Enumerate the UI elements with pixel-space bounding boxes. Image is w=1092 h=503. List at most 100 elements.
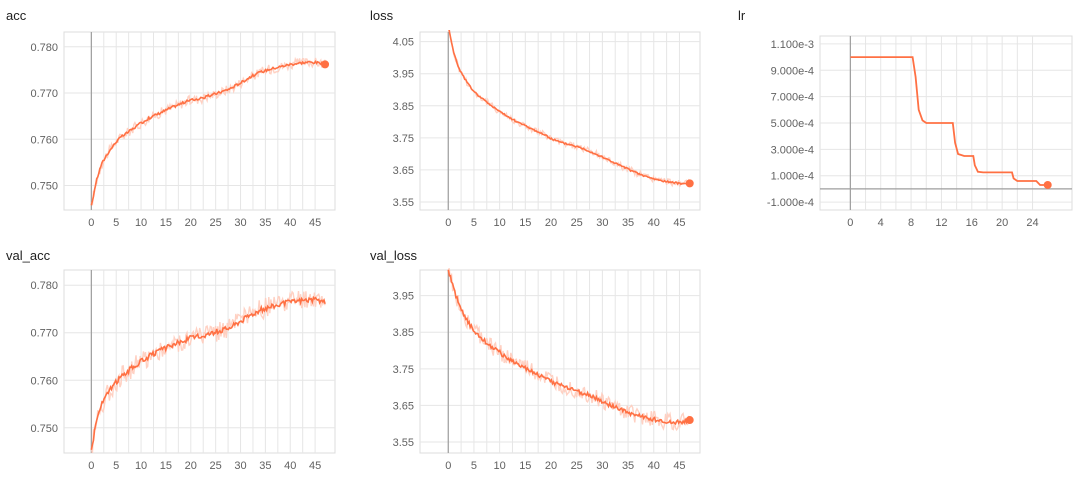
- chart-svg: 0 5 10 15 20 25 30 35 40 45 3.55 3.65 3.75 3.85 3.95: [393, 268, 701, 472]
- plot-frame: [63, 269, 336, 454]
- x-tick-label: 40: [284, 460, 296, 472]
- x-tick-label: 5: [113, 217, 119, 229]
- y-tick-label: 7.000e-4: [771, 92, 814, 104]
- x-tick-label: 0: [847, 217, 853, 229]
- y-tick-label: 0.770: [30, 328, 58, 340]
- x-tick-label: 35: [622, 217, 634, 229]
- y-tick-label: 0.760: [30, 134, 58, 146]
- y-tick-label: 3.75: [393, 364, 414, 376]
- plot-frame: [419, 31, 701, 211]
- chart-acc: acc 0 5 10 15 20 25 30 35 40 45 0.750 0.760 0.770 0.7…: [0, 0, 345, 240]
- chart-title: val_loss: [370, 248, 417, 263]
- x-tick-label: 4: [878, 217, 884, 229]
- x-tick-label: 5: [471, 217, 477, 229]
- x-tick-label: 30: [596, 217, 608, 229]
- y-tick-label: 3.55: [393, 437, 414, 449]
- y-tick-label: 1.100e-3: [771, 39, 814, 51]
- chart-svg: 0 5 10 15 20 25 30 35 40 45 0.750 0.760 0.770 0.780: [30, 31, 336, 229]
- plot-frame: [419, 269, 701, 454]
- y-tick-label: 1.000e-4: [771, 171, 814, 183]
- x-tick-label: 20: [545, 460, 557, 472]
- x-tick-label: 10: [494, 460, 506, 472]
- x-tick-label: 30: [596, 460, 608, 472]
- x-tick-label: 25: [571, 460, 583, 472]
- smoothed-series-line: [448, 30, 691, 186]
- smoothed-series-line: [90, 59, 326, 206]
- y-tick-label: 9.000e-4: [771, 65, 814, 77]
- x-tick-label: 5: [471, 460, 477, 472]
- y-tick-label: 0.750: [30, 423, 58, 435]
- x-tick-label: 10: [135, 217, 147, 229]
- y-tick-label: 4.05: [393, 37, 414, 49]
- x-tick-label: 35: [622, 460, 634, 472]
- y-tick-label: 3.85: [393, 327, 414, 339]
- y-tick-label: 3.85: [393, 101, 414, 113]
- y-tick-label: 3.55: [393, 197, 414, 209]
- x-tick-label: 30: [234, 460, 246, 472]
- series-end-marker: [321, 60, 330, 69]
- series-group: [448, 30, 691, 188]
- x-tick-label: 15: [160, 217, 172, 229]
- x-tick-label: 0: [445, 217, 451, 229]
- chart-lr: lr 0 4 8 12 16 20 24 -1.000e-4 1.000e-4 3.000e-4 5…: [730, 0, 1075, 240]
- y-tick-label: 5.000e-4: [771, 118, 814, 130]
- chart-title: val_acc: [6, 248, 51, 263]
- smoothed-series-line: [447, 269, 691, 426]
- y-tick-label: 0.780: [30, 280, 58, 292]
- x-tick-label: 0: [88, 217, 94, 229]
- chart-svg: 0 4 8 12 16 20 24 -1.000e-4 1.000e-4 3.000e-4 5.00…: [767, 35, 1073, 229]
- x-tick-label: 45: [673, 460, 685, 472]
- x-tick-label: 25: [210, 460, 222, 472]
- x-tick-label: 30: [234, 217, 246, 229]
- x-tick-label: 35: [259, 460, 271, 472]
- series-end-marker: [685, 179, 694, 188]
- x-tick-label: 16: [966, 217, 978, 229]
- x-tick-label: 10: [135, 460, 147, 472]
- y-tick-label: 3.65: [393, 400, 414, 412]
- smoothed-series-line: [90, 295, 326, 450]
- series-group: [850, 56, 1048, 186]
- x-tick-label: 20: [545, 217, 557, 229]
- y-tick-label: -1.000e-4: [767, 197, 814, 209]
- x-tick-label: 40: [648, 217, 660, 229]
- y-tick-label: 3.75: [393, 133, 414, 145]
- x-tick-label: 20: [185, 460, 197, 472]
- y-tick-label: 0.760: [30, 375, 58, 387]
- x-tick-label: 24: [1026, 217, 1038, 229]
- series-line: [850, 56, 1048, 186]
- chart-svg: 0 5 10 15 20 25 30 35 40 45 3.55 3.65 3.75 3.85 3.95 4.…: [393, 30, 701, 229]
- x-tick-label: 45: [309, 460, 321, 472]
- x-tick-label: 35: [259, 217, 271, 229]
- chart-title: acc: [6, 8, 27, 23]
- chart-svg: 0 5 10 15 20 25 30 35 40 45 0.750 0.760 0.770 0.780: [30, 269, 336, 472]
- x-tick-label: 15: [519, 460, 531, 472]
- y-tick-label: 0.780: [30, 42, 58, 54]
- x-tick-label: 40: [284, 217, 296, 229]
- x-tick-label: 8: [908, 217, 914, 229]
- x-tick-label: 12: [935, 217, 947, 229]
- x-tick-label: 10: [494, 217, 506, 229]
- series-group: [90, 56, 326, 206]
- raw-series-line: [448, 268, 691, 432]
- series-group: [90, 290, 326, 453]
- chart-loss: loss 0 5 10 15 20 25 30 35 40 45 3.55 3.65 3.75 3.85 3…: [362, 0, 707, 240]
- x-tick-label: 15: [160, 460, 172, 472]
- x-tick-label: 5: [113, 460, 119, 472]
- y-tick-label: 3.000e-4: [771, 144, 814, 156]
- y-tick-label: 0.750: [30, 180, 58, 192]
- x-tick-label: 25: [571, 217, 583, 229]
- x-tick-label: 20: [185, 217, 197, 229]
- chart-val-loss: val_loss 0 5 10 15 20 25 30 35 40 45 3.55 3.65 3.75 3…: [362, 242, 707, 482]
- x-tick-label: 20: [996, 217, 1008, 229]
- series-group: [447, 268, 691, 432]
- raw-series-line: [90, 290, 326, 453]
- x-tick-label: 45: [673, 217, 685, 229]
- chart-val-acc: val_acc 0 5 10 15 20 25 30 35 40 45 0.750 0.760 0.77…: [0, 242, 345, 482]
- x-tick-label: 40: [648, 460, 660, 472]
- y-tick-label: 3.95: [393, 291, 414, 303]
- series-end-marker: [685, 416, 694, 425]
- x-tick-label: 0: [88, 460, 94, 472]
- x-tick-label: 0: [445, 460, 451, 472]
- x-tick-label: 45: [309, 217, 321, 229]
- x-tick-label: 25: [210, 217, 222, 229]
